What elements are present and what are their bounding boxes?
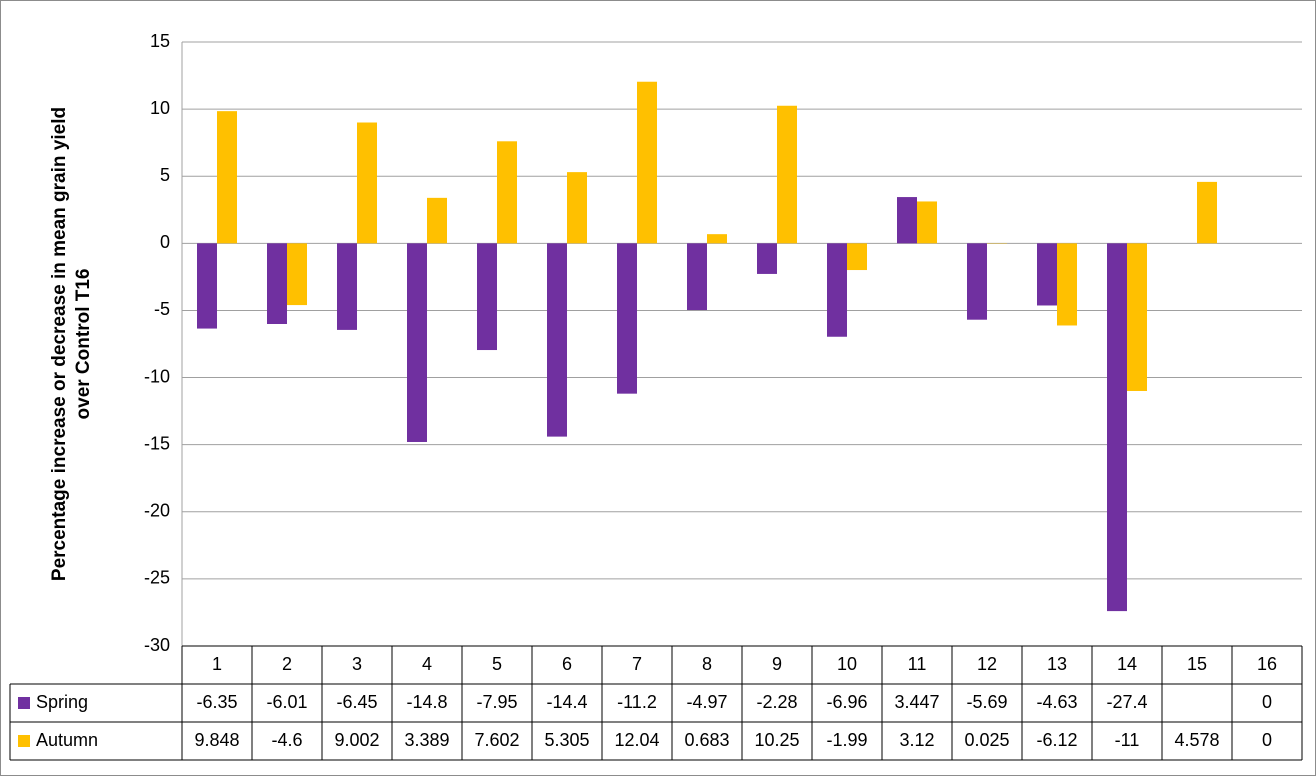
table-cell: -2.28 <box>756 692 797 712</box>
table-cell: -27.4 <box>1106 692 1147 712</box>
y-axis-label: Percentage increase or decrease in mean … <box>49 107 94 581</box>
bar <box>217 111 237 244</box>
bar <box>687 243 707 311</box>
x-tick-label: 3 <box>352 654 362 674</box>
table-cell: -14.4 <box>546 692 587 712</box>
bar <box>967 243 987 320</box>
x-tick-label: 4 <box>422 654 432 674</box>
y-tick-label: -20 <box>144 501 170 521</box>
legend-swatch <box>18 697 30 709</box>
table-cell: -7.95 <box>476 692 517 712</box>
table-cell: -4.6 <box>271 730 302 750</box>
x-tick-label: 7 <box>632 654 642 674</box>
x-tick-label: 10 <box>837 654 857 674</box>
bar <box>287 243 307 306</box>
bar <box>917 201 937 244</box>
table-cell: -5.69 <box>966 692 1007 712</box>
y-tick-label: -30 <box>144 635 170 655</box>
x-tick-label: 16 <box>1257 654 1277 674</box>
bar <box>1127 243 1147 391</box>
table-cell: 4.578 <box>1174 730 1219 750</box>
y-tick-label: -5 <box>154 299 170 319</box>
legend-label: Autumn <box>36 730 98 750</box>
table-cell: -4.63 <box>1036 692 1077 712</box>
bar <box>337 243 357 330</box>
y-tick-label: -15 <box>144 433 170 453</box>
x-tick-label: 8 <box>702 654 712 674</box>
bar <box>1107 243 1127 612</box>
bar <box>547 243 567 437</box>
x-tick-label: 1 <box>212 654 222 674</box>
table-cell: -4.97 <box>686 692 727 712</box>
bar <box>637 81 657 244</box>
legend-swatch <box>18 735 30 747</box>
table-cell: 3.12 <box>899 730 934 750</box>
x-tick-label: 15 <box>1187 654 1207 674</box>
table-cell: 9.002 <box>334 730 379 750</box>
table-cell: 3.447 <box>894 692 939 712</box>
y-tick-label: 15 <box>150 31 170 51</box>
y-tick-label: 0 <box>160 232 170 252</box>
bar <box>407 243 427 442</box>
table-cell: 10.25 <box>754 730 799 750</box>
bar <box>477 243 497 351</box>
legend-label: Spring <box>36 692 88 712</box>
table-cell: 0 <box>1262 730 1272 750</box>
y-tick-label: 5 <box>160 165 170 185</box>
table-cell: 5.305 <box>544 730 589 750</box>
bar <box>707 234 727 244</box>
x-tick-label: 12 <box>977 654 997 674</box>
table-cell: -6.45 <box>336 692 377 712</box>
table-cell: 0.683 <box>684 730 729 750</box>
bar <box>197 243 217 329</box>
bar <box>1197 181 1217 244</box>
bar <box>1037 243 1057 306</box>
table-cell: 7.602 <box>474 730 519 750</box>
bar <box>1057 243 1077 326</box>
bar <box>897 197 917 244</box>
y-tick-label: 10 <box>150 98 170 118</box>
bar <box>777 105 797 244</box>
x-tick-label: 13 <box>1047 654 1067 674</box>
y-tick-label: -10 <box>144 366 170 386</box>
table-cell: -6.35 <box>196 692 237 712</box>
bar <box>567 172 587 244</box>
y-axis-label-line: over Control T16 <box>73 269 94 420</box>
table-cell: 0 <box>1262 692 1272 712</box>
bar <box>267 243 287 325</box>
table-cell: -14.8 <box>406 692 447 712</box>
table-cell: -6.96 <box>826 692 867 712</box>
x-tick-label: 11 <box>908 654 927 674</box>
x-tick-label: 9 <box>772 654 782 674</box>
table-cell: -11 <box>1115 730 1140 750</box>
bar <box>497 141 517 244</box>
table-cell: 12.04 <box>614 730 659 750</box>
bar <box>827 243 847 337</box>
table-cell: -6.01 <box>266 692 307 712</box>
table-cell: 0.025 <box>964 730 1009 750</box>
x-tick-label: 6 <box>562 654 572 674</box>
x-tick-label: 2 <box>282 654 292 674</box>
bar <box>757 243 777 274</box>
table-cell: 9.848 <box>194 730 239 750</box>
y-tick-label: -25 <box>144 568 170 588</box>
bar <box>617 243 637 394</box>
bar <box>427 197 447 244</box>
y-axis-label-line: Percentage increase or decrease in mean … <box>49 107 70 581</box>
table-cell: -1.99 <box>826 730 867 750</box>
x-tick-label: 14 <box>1117 654 1137 674</box>
x-tick-label: 5 <box>492 654 502 674</box>
bar <box>847 243 867 271</box>
table-cell: -11.2 <box>617 692 657 712</box>
table-cell: -6.12 <box>1036 730 1077 750</box>
table-cell: 3.389 <box>404 730 449 750</box>
bar <box>357 122 377 244</box>
